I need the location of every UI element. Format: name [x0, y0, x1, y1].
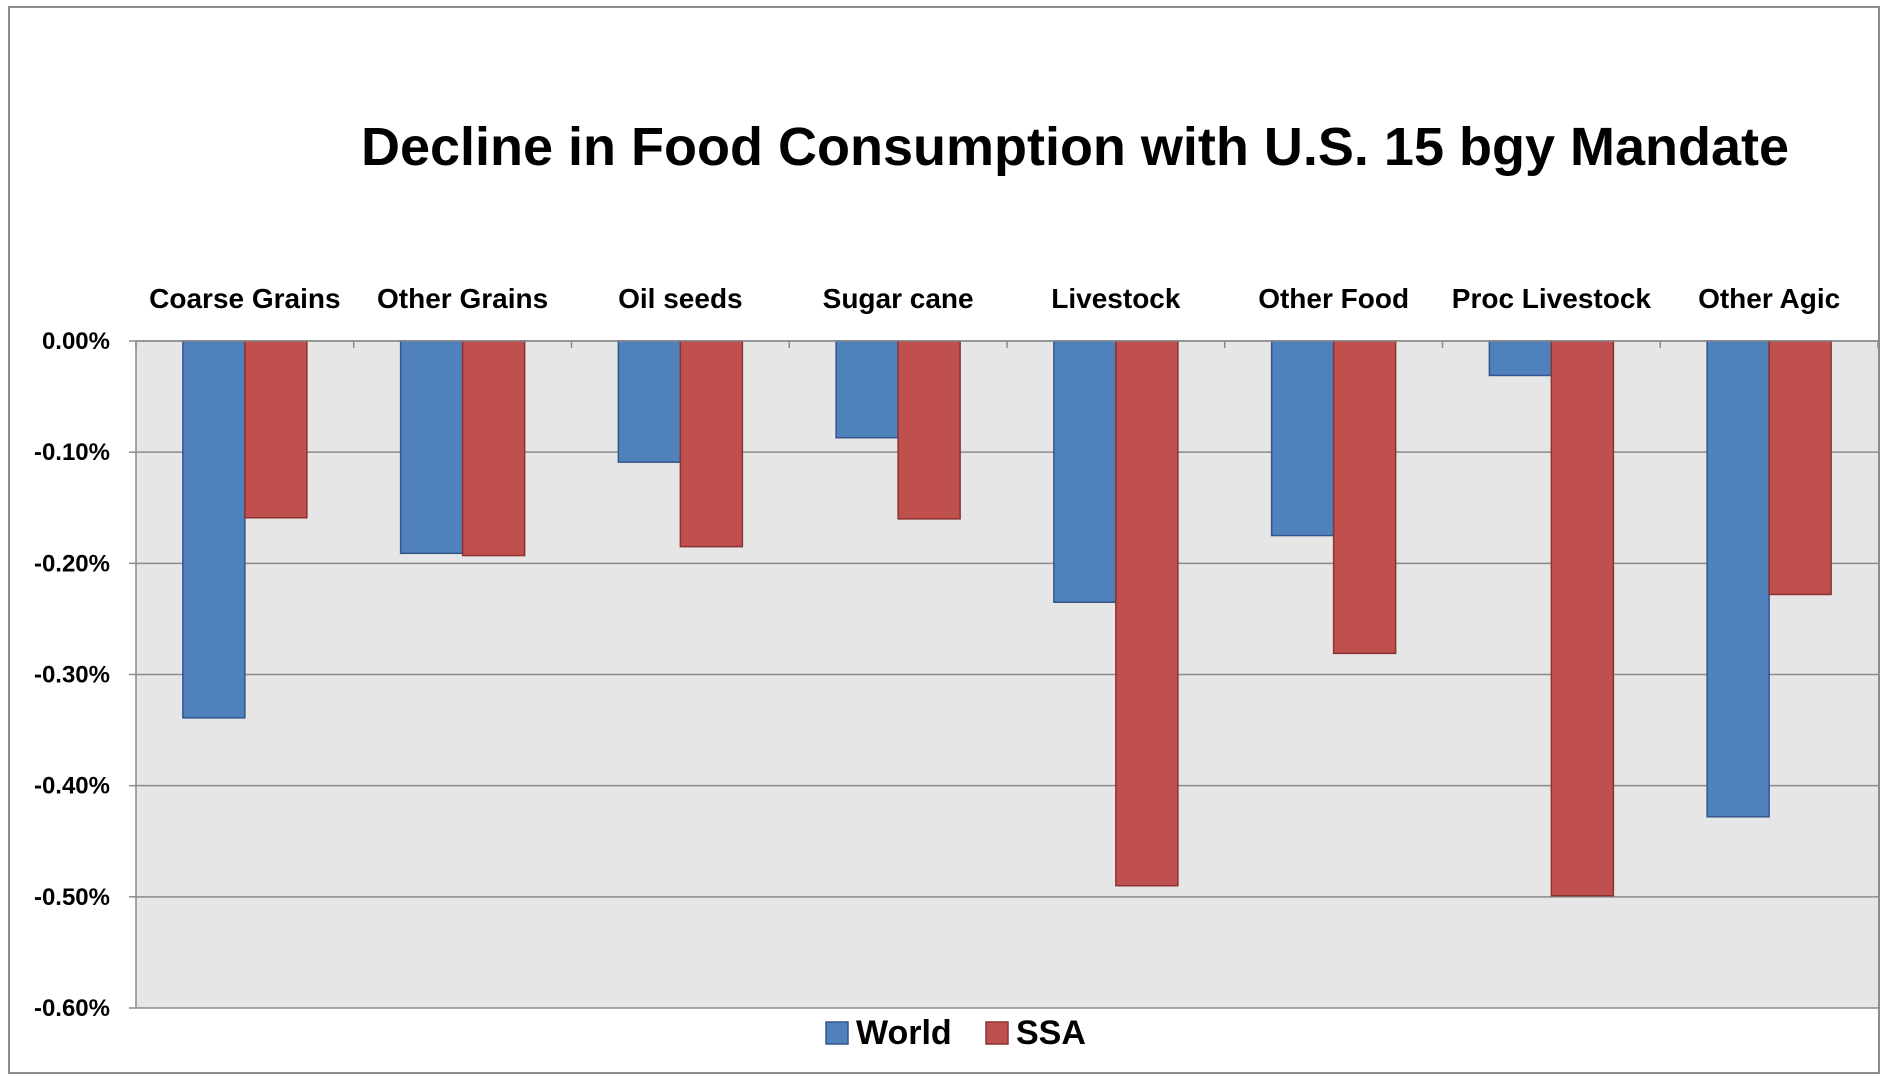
legend-swatch [825, 1021, 849, 1045]
y-tick-label: -0.40% [34, 773, 110, 800]
bar-world [182, 340, 246, 719]
legend-label: SSA [1016, 1014, 1086, 1052]
bar-ssa [1550, 340, 1615, 897]
bars [182, 340, 1832, 897]
axes [135, 340, 1879, 1008]
y-axis-ticks: 0.00% -0.10% -0.20% -0.30% -0.40% -0.50% -0.60… [34, 328, 136, 1022]
category-labels: Coarse Grains Other Grains Oil seeds Sugar … [149, 283, 1840, 314]
bar-ssa [461, 340, 526, 557]
category-label: Other Agic [1698, 283, 1840, 314]
category-label: Coarse Grains [149, 283, 340, 314]
bar-world [1053, 340, 1117, 603]
y-tick-label: -0.20% [34, 550, 110, 577]
legend-label: World [856, 1014, 952, 1052]
bar-world [1270, 340, 1335, 537]
bar-world [835, 340, 899, 439]
legend-swatch [985, 1021, 1009, 1045]
chart-title: Decline in Food Consumption with U.S. 15… [361, 117, 1789, 177]
category-label: Proc Livestock [1452, 283, 1652, 314]
y-tick-label: -0.50% [34, 884, 110, 911]
y-tick-label: -0.30% [34, 662, 110, 689]
bar-world [399, 340, 464, 555]
y-tick-label: -0.10% [34, 439, 110, 466]
category-label: Sugar cane [823, 283, 974, 314]
legend: World SSA [825, 1014, 1086, 1052]
bar-ssa [1115, 340, 1179, 887]
bar-ssa [244, 340, 308, 519]
bar-ssa [679, 340, 744, 548]
bar-world [617, 340, 682, 463]
category-label: Oil seeds [618, 283, 743, 314]
y-tick-label: -0.60% [34, 995, 110, 1022]
bar-ssa [1332, 340, 1397, 655]
category-label: Livestock [1051, 283, 1181, 314]
bar-world [1488, 340, 1553, 377]
category-label: Other Food [1258, 283, 1409, 314]
bar-world [1706, 340, 1770, 818]
bar-ssa [1768, 340, 1832, 596]
bar-ssa [897, 340, 961, 520]
category-label: Other Grains [377, 283, 548, 314]
y-tick-label: 0.00% [42, 328, 110, 355]
